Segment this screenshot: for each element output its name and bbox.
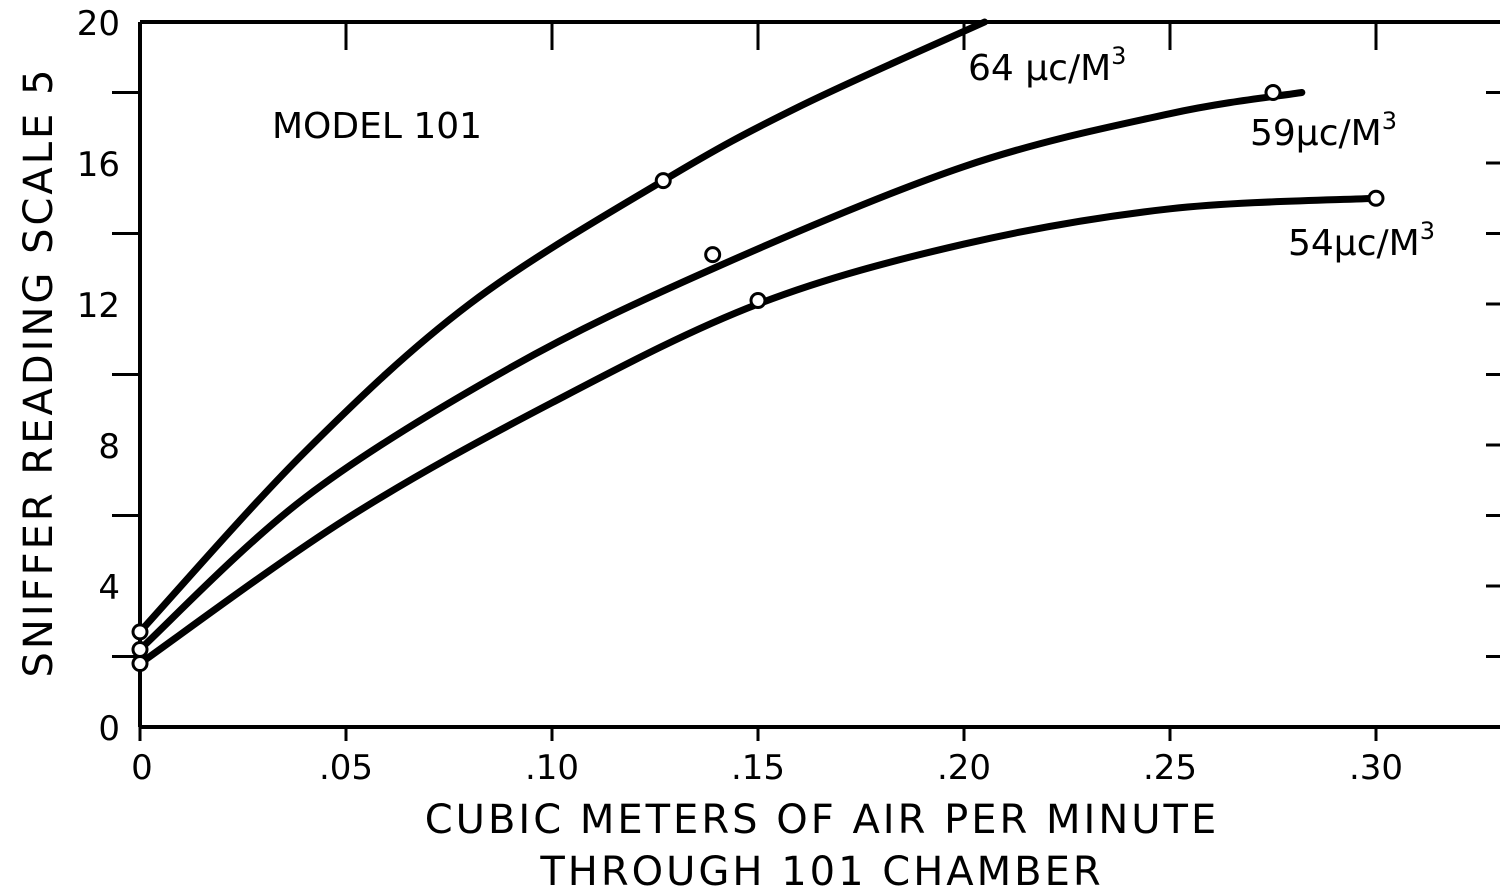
series-54-label: 54μc/M3 [1288, 217, 1435, 264]
y-tick-label: 4 [98, 568, 120, 608]
axis-ticks [112, 20, 1500, 741]
series-59-point [131, 640, 149, 658]
x-tick-label: .20 [937, 748, 991, 788]
data-points-group [131, 84, 1385, 673]
series-59-point [1264, 84, 1282, 101]
y-tick-label: 0 [98, 709, 120, 749]
series-54-point [749, 291, 767, 309]
axis-tick-labels: 0 .05 .10 .15 .20 .25 .30 0 4 8 12 16 20 [77, 4, 1403, 788]
series-59-label: 59μc/M3 [1250, 107, 1397, 154]
series-64-line [136, 18, 989, 636]
series-54-point [131, 655, 149, 673]
x-axis-title-line-1: CUBIC METERS OF AIR PER MINUTE [425, 797, 1219, 843]
series-64-label: 64 μc/M3 [968, 42, 1126, 89]
series-59-line [136, 89, 1306, 653]
series-64-point [131, 623, 149, 641]
series-54-line [136, 194, 1380, 668]
x-axis-title-line-2: THROUGH 101 CHAMBER [539, 849, 1103, 893]
x-tick-label: 0 [131, 748, 153, 788]
series-54-point [1367, 189, 1385, 207]
y-tick-label: 12 [77, 286, 120, 326]
x-tick-label: .15 [731, 748, 785, 788]
x-tick-label: .10 [525, 748, 579, 788]
y-axis-title: SNIFFER READING SCALE 5 [16, 67, 62, 678]
x-tick-label: .30 [1349, 748, 1403, 788]
y-tick-label: 8 [98, 427, 120, 467]
series-labels-group: 64 μc/M3 59μc/M3 54μc/M3 [968, 42, 1435, 264]
x-tick-label: .05 [319, 748, 373, 788]
series-64-point [654, 172, 672, 190]
x-tick-label: .25 [1143, 748, 1197, 788]
y-tick-label: 16 [77, 145, 120, 185]
series-59-point [704, 246, 722, 264]
model-annotation: MODEL 101 [272, 106, 482, 147]
y-tick-label: 20 [77, 4, 120, 44]
series-group [136, 18, 1380, 668]
